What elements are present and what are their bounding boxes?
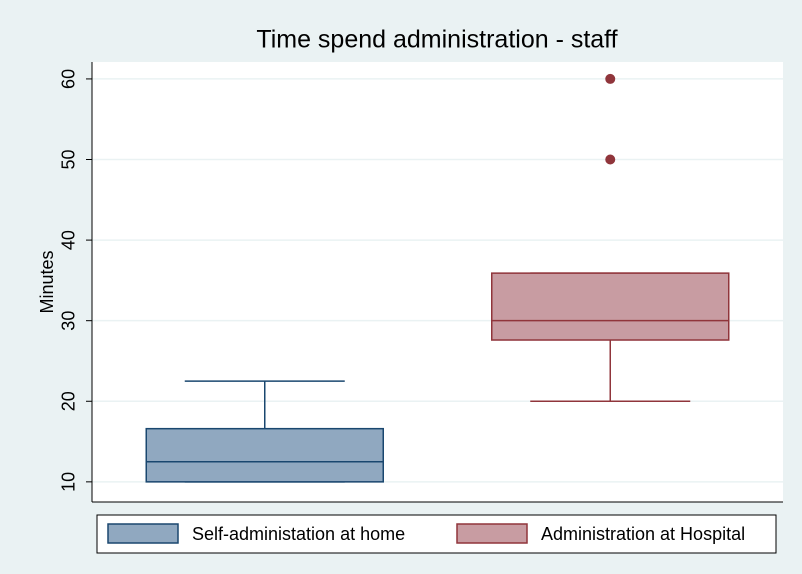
legend-label: Administration at Hospital [541, 524, 745, 544]
legend [96, 514, 777, 554]
y-tick-label: 50 [59, 149, 79, 169]
legend-label: Self-administation at home [192, 524, 405, 544]
box [491, 272, 730, 341]
y-tick-label: 40 [59, 230, 79, 250]
box [145, 427, 384, 483]
legend-key [456, 523, 528, 544]
y-tick-label: 10 [59, 472, 79, 492]
outlier [605, 154, 616, 165]
y-axis-label: Minutes [37, 250, 57, 313]
y-tick-label: 30 [59, 311, 79, 331]
outlier [605, 73, 616, 84]
legend-key [107, 523, 179, 544]
y-tick-label: 20 [59, 391, 79, 411]
chart-title: Time spend administration - staff [256, 26, 617, 54]
y-tick-label: 60 [59, 69, 79, 89]
